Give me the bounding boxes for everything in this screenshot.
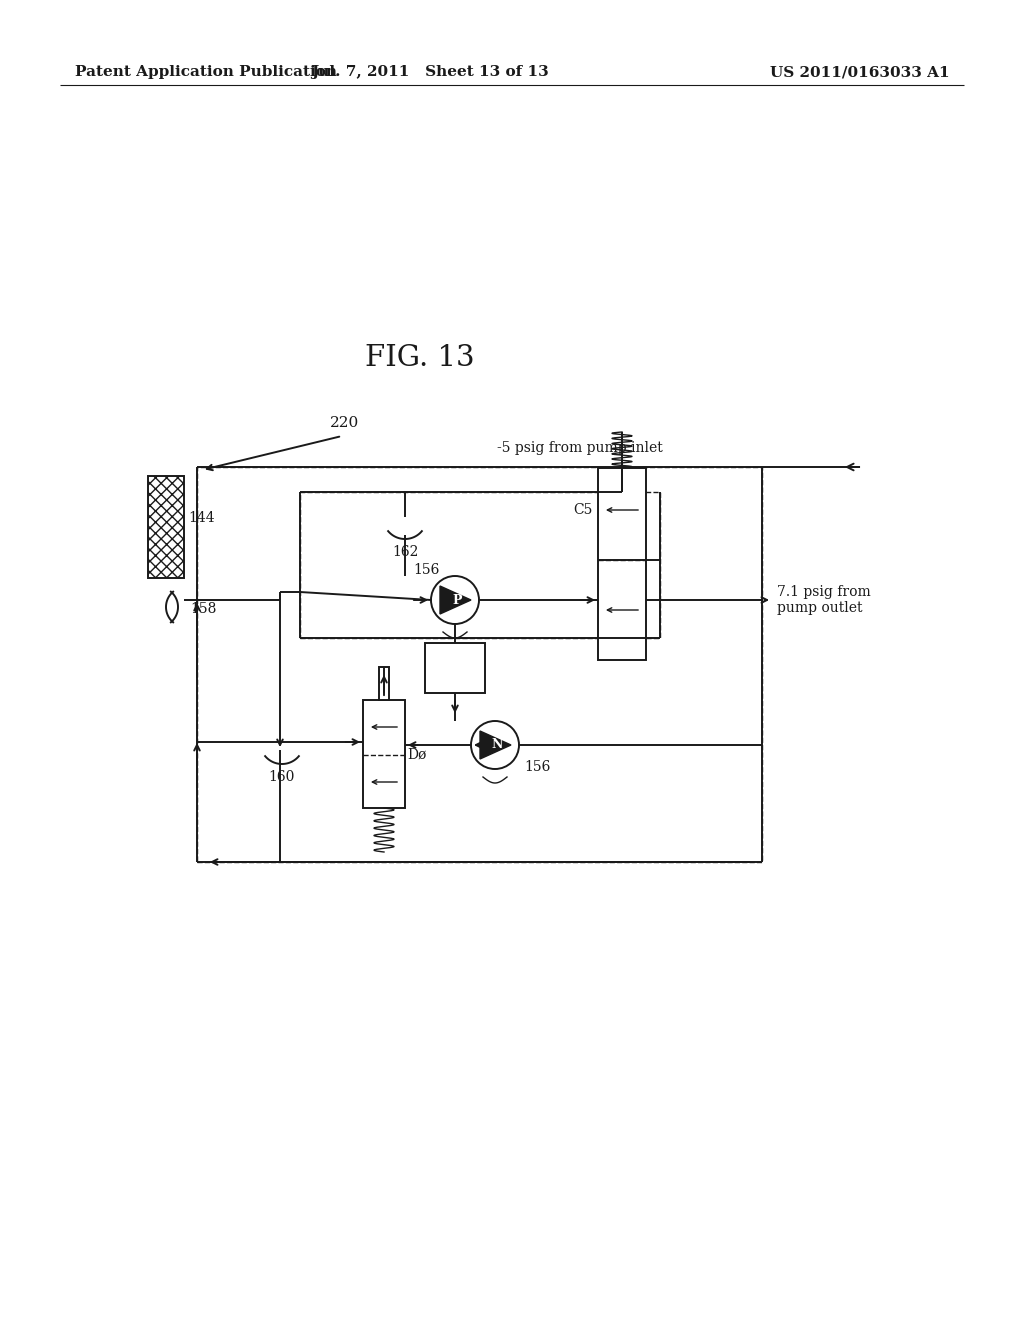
Text: 160: 160 [269, 770, 295, 784]
Text: 162: 162 [392, 545, 418, 558]
Text: FIG. 13: FIG. 13 [366, 345, 475, 372]
Text: 7.1 psig from
pump outlet: 7.1 psig from pump outlet [777, 585, 870, 615]
Text: 220: 220 [330, 416, 359, 430]
Text: 156: 156 [413, 564, 439, 577]
Text: N: N [492, 738, 503, 751]
Text: 156: 156 [524, 760, 550, 774]
Text: US 2011/0163033 A1: US 2011/0163033 A1 [770, 65, 950, 79]
Text: Patent Application Publication: Patent Application Publication [75, 65, 337, 79]
Text: Jul. 7, 2011   Sheet 13 of 13: Jul. 7, 2011 Sheet 13 of 13 [311, 65, 549, 79]
Text: C5: C5 [573, 503, 593, 517]
Polygon shape [440, 586, 471, 614]
Bar [197, 467, 762, 862]
Text: P: P [453, 594, 462, 606]
Text: -5 psig from pump inlet: -5 psig from pump inlet [497, 441, 663, 455]
Bar [425, 643, 485, 693]
Bar [598, 469, 646, 660]
Bar [362, 700, 406, 808]
Bar [379, 667, 389, 700]
Text: 144: 144 [188, 511, 215, 525]
Text: Dø: Dø [407, 748, 426, 762]
Bar [148, 477, 184, 578]
Bar [300, 492, 660, 638]
Text: 158: 158 [190, 602, 216, 616]
Polygon shape [480, 731, 511, 759]
